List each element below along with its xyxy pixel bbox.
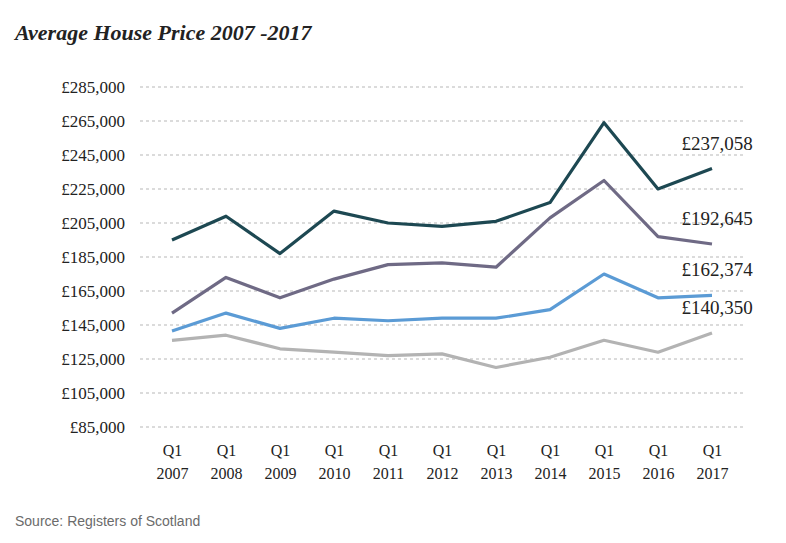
x-axis: Q1 2007 Q1 2008 Q1 2009 Q1 2010 Q1 2011 Q1 2012 Q1 20… xyxy=(157,435,729,482)
x-tick-label-line: 2015 xyxy=(589,465,621,482)
y-tick-label: £165,000 xyxy=(61,282,125,301)
x-tick-label-line: 2012 xyxy=(427,465,459,482)
y-tick: £105,000 xyxy=(61,384,135,403)
y-tick-label: £85,000 xyxy=(70,418,125,437)
y-tick-label: £145,000 xyxy=(61,316,125,335)
x-tick-label-line: 2011 xyxy=(373,465,404,482)
x-tick: Q1 2011 xyxy=(373,435,404,482)
y-tick: £165,000 xyxy=(61,282,135,301)
x-tick-label-line: 2017 xyxy=(697,465,729,482)
x-tick-label: Q1 2010 xyxy=(319,442,351,481)
x-tick-label-line: Q1 xyxy=(163,442,183,459)
y-tick-label: £245,000 xyxy=(61,146,125,165)
y-tick: £265,000 xyxy=(61,112,135,131)
x-tick: Q1 2008 xyxy=(211,435,243,482)
x-tick-label: Q1 2013 xyxy=(481,442,513,481)
y-tick-label: £205,000 xyxy=(61,214,125,233)
source: Source: Registers of Scotland xyxy=(15,513,200,529)
x-tick-label: Q1 2012 xyxy=(427,442,459,481)
y-tick: £85,000 xyxy=(70,418,135,437)
x-tick-label: Q1 2014 xyxy=(535,442,567,481)
grid-line xyxy=(140,358,745,360)
x-tick: Q1 2013 xyxy=(481,435,513,482)
x-tick: Q1 2015 xyxy=(589,435,621,482)
x-tick-label: Q1 2008 xyxy=(211,442,243,481)
grid-line xyxy=(140,256,745,258)
grid-line xyxy=(140,324,745,326)
x-tick: Q1 2007 xyxy=(157,435,189,482)
y-tick: £205,000 xyxy=(61,214,135,233)
y-tick: £225,000 xyxy=(61,180,135,199)
x-tick-label-line: 2014 xyxy=(535,465,567,482)
data-label: £162,374 xyxy=(681,259,753,280)
grid xyxy=(140,87,745,427)
y-tick-label: £265,000 xyxy=(61,112,125,131)
y-tick-label: £285,000 xyxy=(61,78,125,97)
x-tick-label: Q1 2011 xyxy=(373,442,404,481)
y-tick-label: £125,000 xyxy=(61,350,125,369)
y-tick: £285,000 xyxy=(61,78,135,97)
x-tick-label: Q1 2017 xyxy=(697,442,729,481)
y-tick: £125,000 xyxy=(61,350,135,369)
x-tick: Q1 2016 xyxy=(643,435,675,482)
grid-line xyxy=(140,120,745,122)
x-tick: Q1 2014 xyxy=(535,435,567,482)
data-label: £192,645 xyxy=(681,208,752,229)
grid-line xyxy=(140,188,745,190)
series-line xyxy=(172,333,712,368)
x-tick: Q1 2017 xyxy=(697,435,729,482)
data-labels: £237,058 £192,645 £162,374 £140,350 xyxy=(681,133,753,318)
chart: Average House Price 2007 -2017 Source: Re… xyxy=(0,0,786,543)
x-tick-label-line: Q1 xyxy=(271,442,291,459)
y-tick: £185,000 xyxy=(61,248,135,267)
x-tick-label-line: Q1 xyxy=(217,442,237,459)
title: Average House Price 2007 -2017 xyxy=(13,20,313,45)
x-tick-label-line: Q1 xyxy=(379,442,399,459)
y-tick-label: £105,000 xyxy=(61,384,125,403)
x-tick-label: Q1 2009 xyxy=(265,442,297,481)
x-tick-label-line: 2007 xyxy=(157,465,189,482)
x-tick-label-line: Q1 xyxy=(487,442,507,459)
y-tick-label: £185,000 xyxy=(61,248,125,267)
grid-line xyxy=(140,426,745,428)
x-tick-label-line: Q1 xyxy=(433,442,453,459)
series-line xyxy=(172,123,712,254)
x-tick: Q1 2010 xyxy=(319,435,351,482)
x-tick-label-line: 2008 xyxy=(211,465,243,482)
x-tick-label-line: Q1 xyxy=(325,442,345,459)
x-tick-label-line: Q1 xyxy=(649,442,669,459)
grid-line xyxy=(140,290,745,292)
x-tick: Q1 2012 xyxy=(427,435,459,482)
x-tick-label-line: Q1 xyxy=(703,442,723,459)
plot-area xyxy=(172,123,712,368)
x-tick-label-line: Q1 xyxy=(595,442,615,459)
x-tick-label-line: 2016 xyxy=(643,465,675,482)
x-axis-line xyxy=(173,435,713,436)
data-label: £140,350 xyxy=(681,297,752,318)
grid-line xyxy=(140,154,745,156)
x-tick-label-line: Q1 xyxy=(541,442,561,459)
data-label: £237,058 xyxy=(681,133,752,154)
series-line xyxy=(172,181,712,314)
x-tick-label-line: 2010 xyxy=(319,465,351,482)
series-line xyxy=(172,274,712,331)
grid-line xyxy=(140,222,745,224)
x-tick-label-line: 2009 xyxy=(265,465,297,482)
y-axis: £85,000 £105,000 £125,000 £145,000 £165,000 £… xyxy=(61,78,135,437)
y-tick: £145,000 xyxy=(61,316,135,335)
y-tick-label: £225,000 xyxy=(61,180,125,199)
y-axis-line xyxy=(135,88,136,428)
grid-line xyxy=(140,392,745,394)
x-tick-label-line: 2013 xyxy=(481,465,513,482)
x-tick: Q1 2009 xyxy=(265,435,297,482)
x-tick-label: Q1 2015 xyxy=(589,442,621,481)
y-tick: £245,000 xyxy=(61,146,135,165)
x-tick-label: Q1 2007 xyxy=(157,442,189,481)
grid-line xyxy=(140,86,745,88)
x-tick-label: Q1 2016 xyxy=(643,442,675,481)
